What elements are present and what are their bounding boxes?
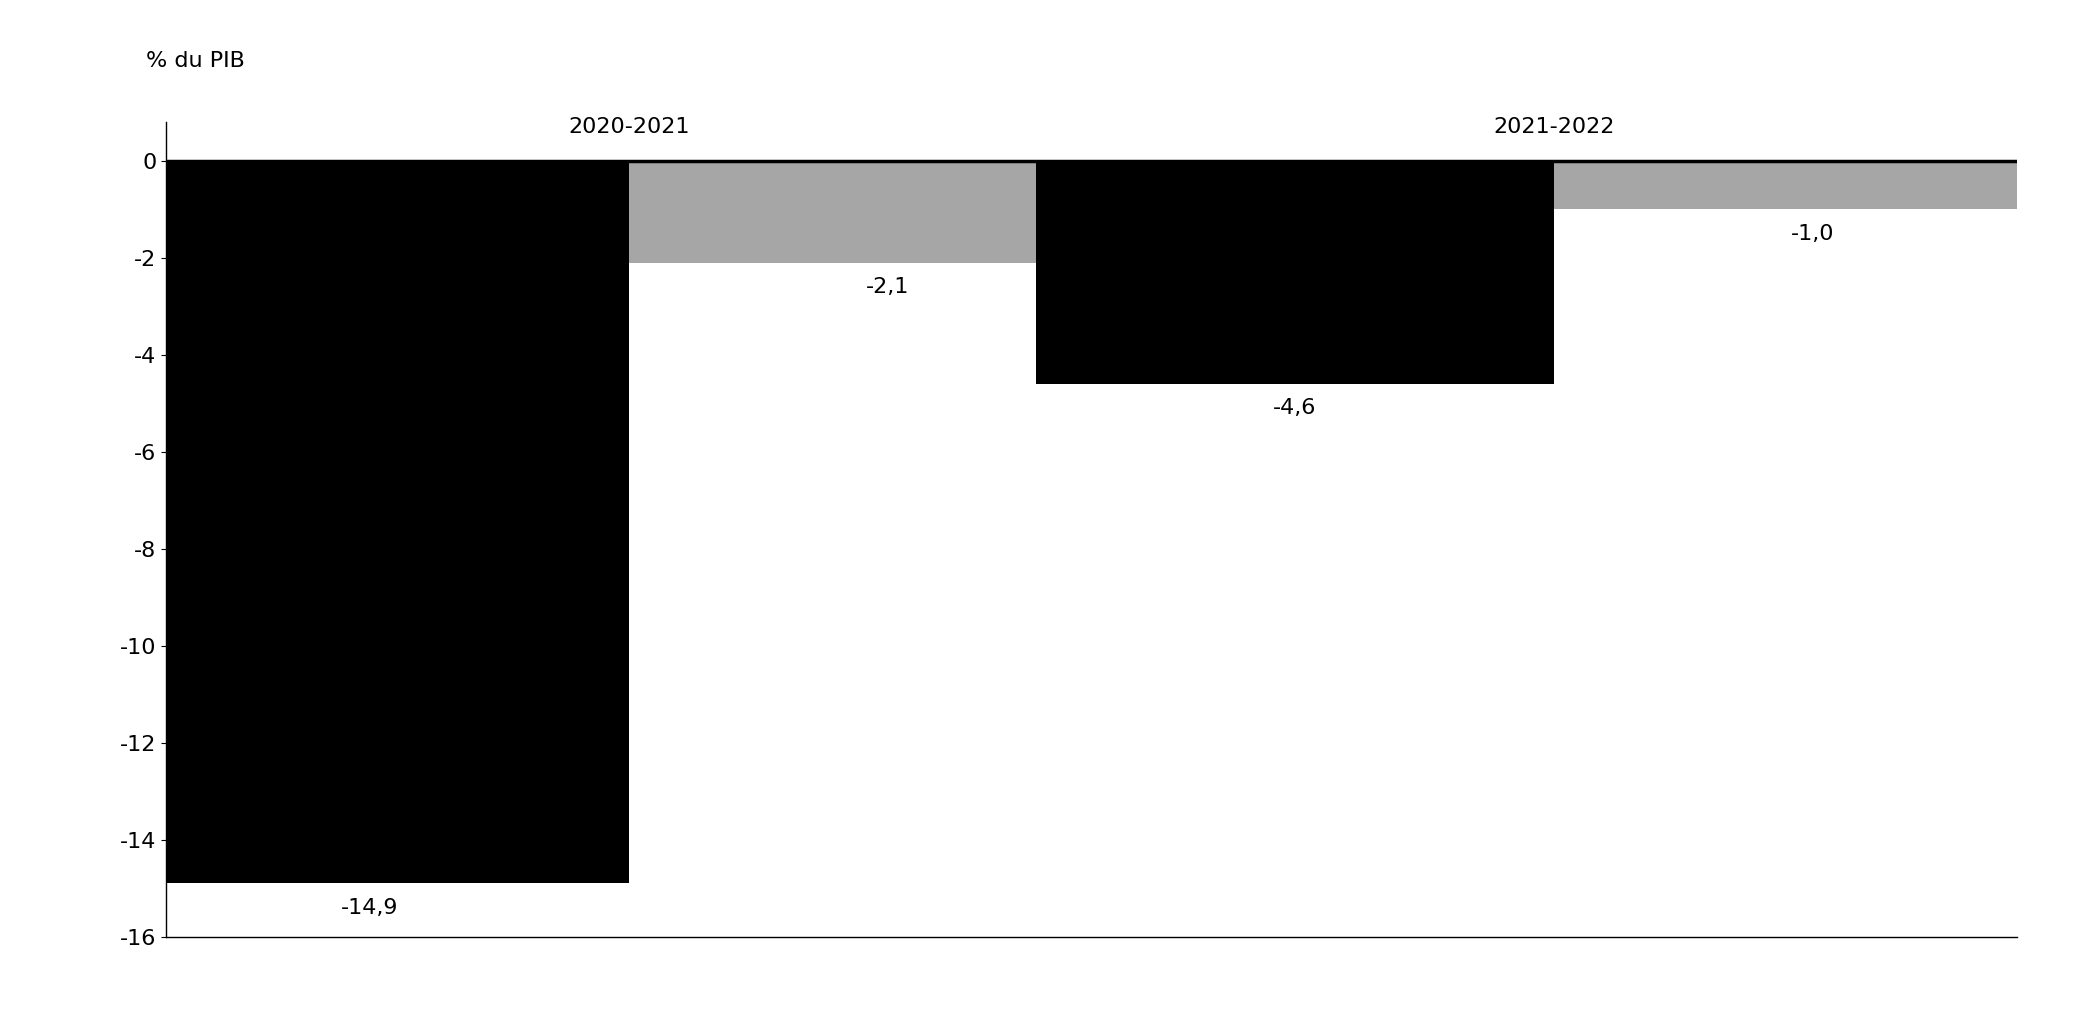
Text: 2020-2021: 2020-2021 [568, 117, 690, 136]
Text: -1,0: -1,0 [1792, 224, 1836, 244]
Text: % du PIB: % du PIB [146, 51, 245, 71]
Bar [630, 161, 1148, 263]
Text: -14,9: -14,9 [341, 898, 399, 918]
Bar [1035, 161, 1555, 384]
Bar [1555, 161, 2073, 210]
Bar [110, 161, 630, 884]
Text: -2,1: -2,1 [867, 277, 911, 297]
Text: -4,6: -4,6 [1272, 398, 1316, 418]
Text: 2021-2022: 2021-2022 [1493, 117, 1615, 136]
